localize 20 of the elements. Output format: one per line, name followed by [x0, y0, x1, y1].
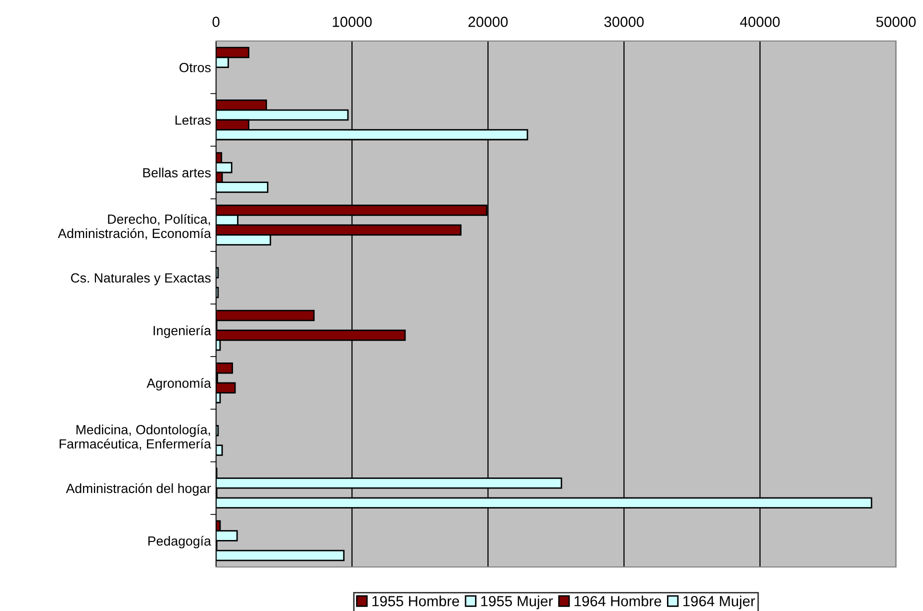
y-tick-label: Cs. Naturales y Exactas — [71, 272, 211, 286]
legend-label: 1955 Hombre — [372, 596, 460, 606]
y-tick-label: Derecho, Política, Administración, Economía — [58, 214, 212, 240]
y-tick-label: Letras — [176, 116, 211, 125]
x-tick-label: 50000 — [876, 16, 916, 28]
legend-label: 1955 Mujer — [481, 596, 553, 610]
legend-label: 1964 Hombre — [574, 596, 662, 606]
y-tick-label: Pedagogía — [148, 536, 212, 548]
x-tick-label: 20000 — [468, 16, 508, 28]
x-tick-label: 30000 — [604, 16, 644, 28]
y-tick-label: Bellas artes — [143, 168, 211, 178]
legend-label: 1964 Mujer — [683, 596, 755, 610]
x-tick-label: 0 — [212, 16, 220, 28]
y-tick-label: Administración del hogar — [66, 483, 211, 496]
y-tick-label: Medicina, Odontología, Farmacéutica, Enfermería — [60, 424, 212, 450]
y-tick-label: Agronomía — [146, 378, 212, 390]
x-tick-label: 40000 — [740, 16, 780, 28]
y-tick-label: Ingeniería — [154, 325, 212, 338]
y-tick-label: Otros — [180, 62, 211, 72]
x-tick-label: 10000 — [332, 16, 372, 28]
